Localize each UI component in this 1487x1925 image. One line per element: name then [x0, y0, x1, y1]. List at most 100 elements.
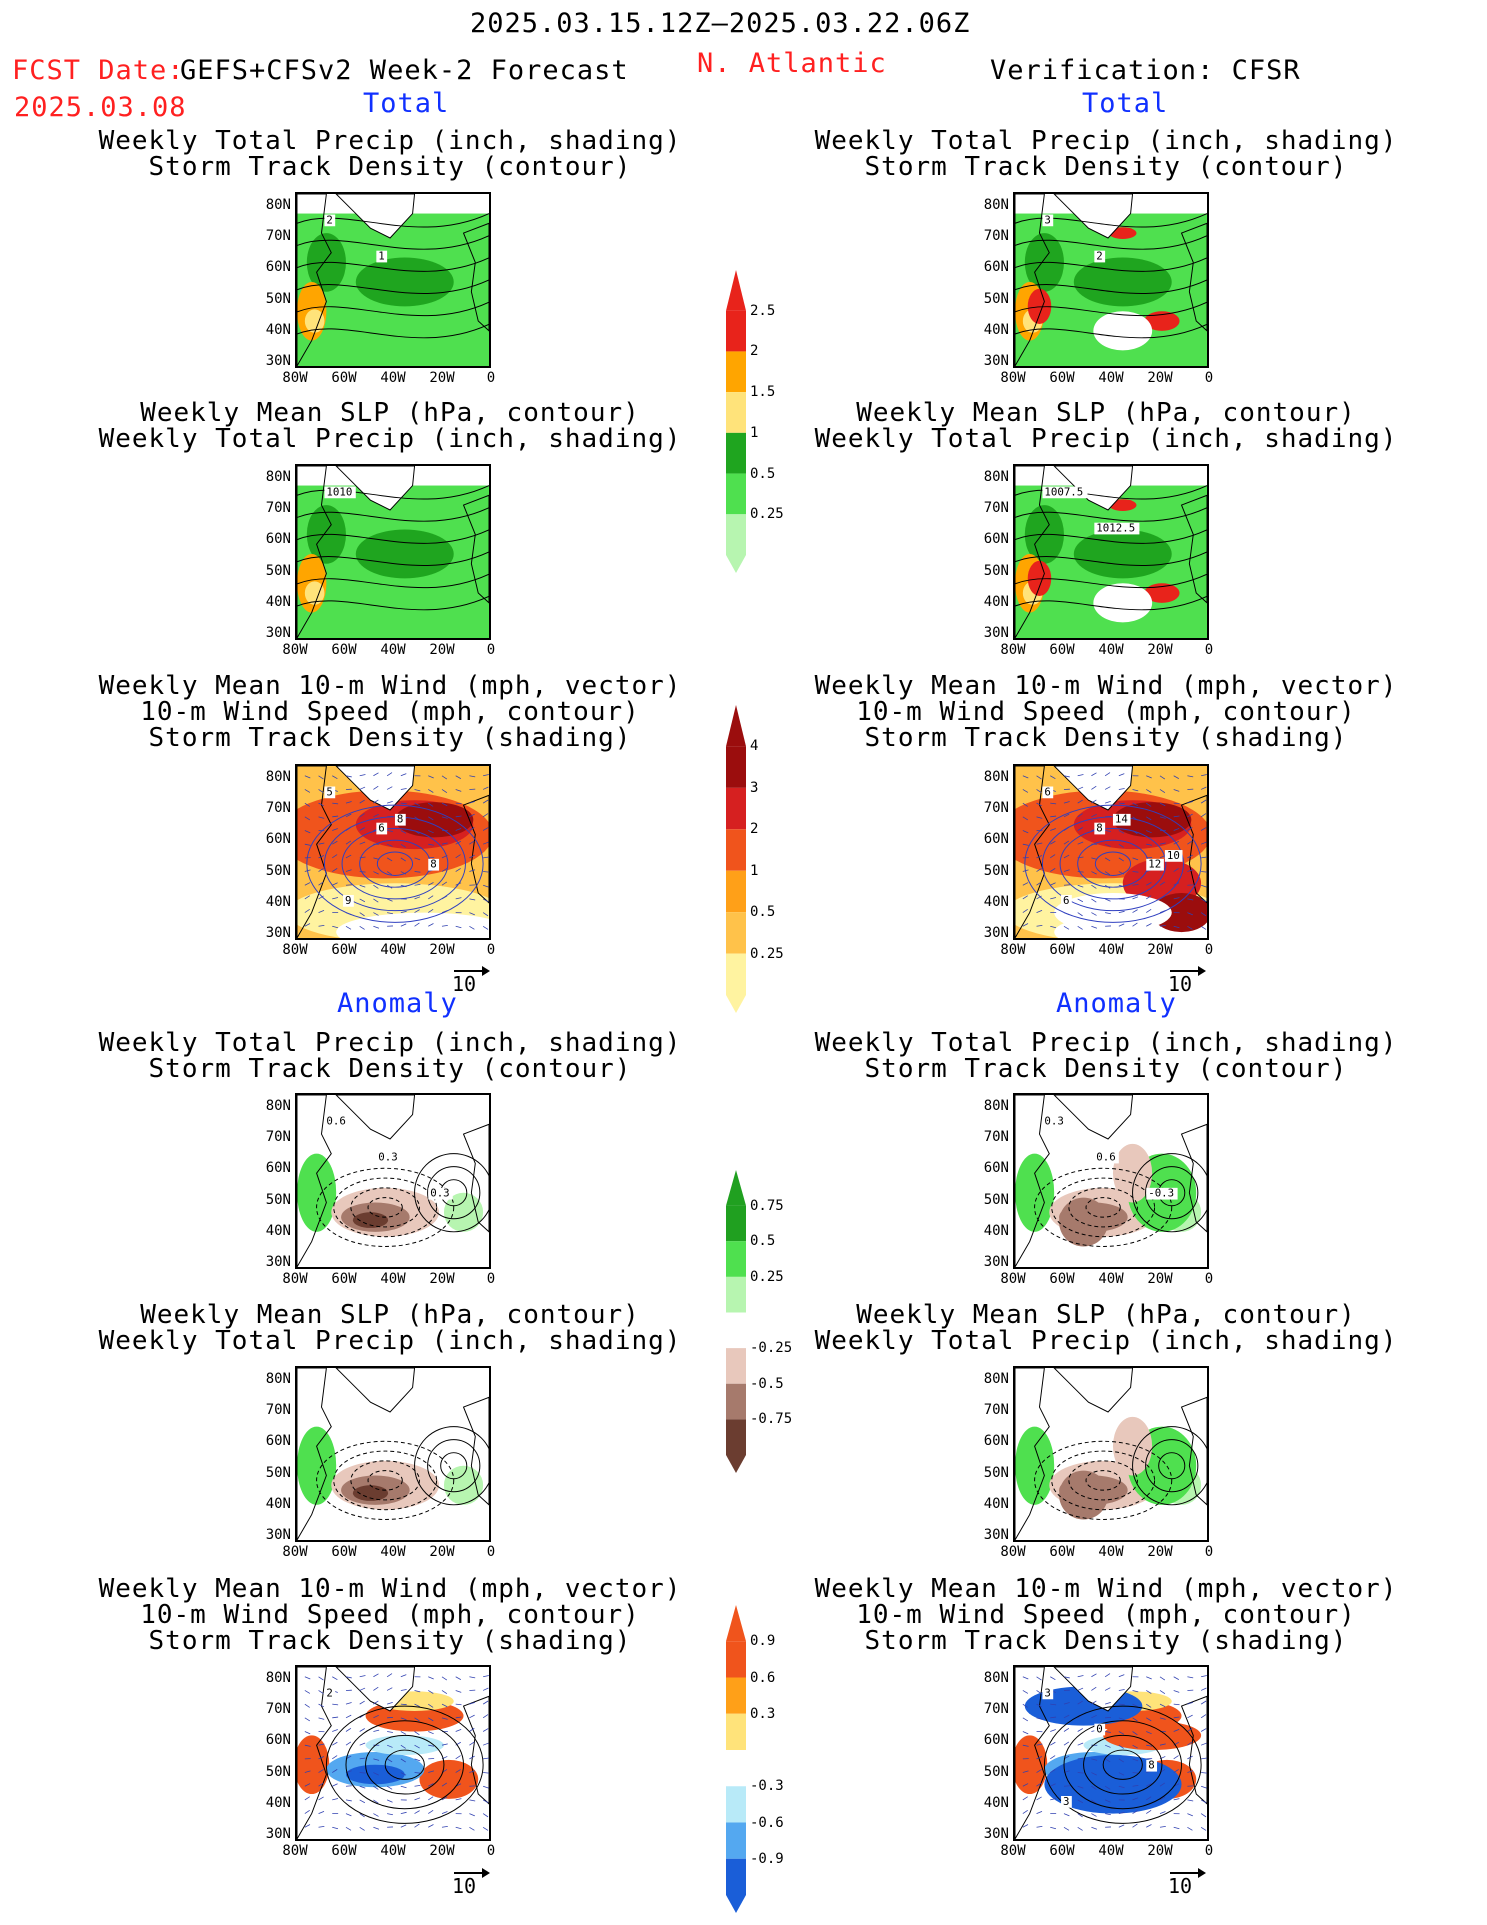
wind-vector: [414, 1758, 421, 1762]
wind-vector: [373, 912, 379, 916]
wind-vector: [414, 922, 420, 927]
wind-vector: [359, 925, 365, 930]
wind-vector: [387, 1731, 393, 1733]
wind-vector: [1187, 869, 1194, 872]
wind-vector: [1118, 1731, 1125, 1735]
shade-area: [443, 1465, 484, 1505]
wind-vector: [1159, 925, 1166, 927]
lon-tick-label: 0: [1204, 642, 1214, 658]
wind-vector: [1200, 1826, 1207, 1831]
contour-line: [1068, 1187, 1138, 1228]
contour-line: [1015, 573, 1207, 589]
wind-vector: [373, 1686, 379, 1691]
contour-label: 2: [324, 213, 336, 226]
wind-vector: [345, 1714, 352, 1719]
contour-line: [1158, 1452, 1186, 1480]
colorbar-segment: [726, 432, 746, 474]
colorbar-cap: [726, 270, 746, 311]
wind-vector: [1022, 1731, 1029, 1735]
wind-vector: [414, 1690, 421, 1693]
contour-label: 1012.5: [1094, 521, 1140, 534]
colorbar-label: 0.25: [750, 506, 784, 523]
lat-tick-label: 80N: [983, 1371, 1009, 1387]
lon-tick-label: 20W: [429, 942, 455, 958]
wind-vector: [1063, 1826, 1070, 1831]
colorbar-segment: [726, 1205, 746, 1242]
wind-vector: [1104, 871, 1111, 876]
fc-total-wind-title: Weekly Mean 10-m Wind (mph, vector) 10-m…: [90, 673, 690, 751]
wind-vector: [1063, 1702, 1070, 1705]
wind-vector: [1132, 922, 1138, 927]
contour-line: [1132, 1426, 1207, 1506]
wind-vector: [1050, 1741, 1056, 1746]
arrow-icon: [454, 1868, 490, 1878]
lat-tick-label: 70N: [983, 228, 1009, 245]
lat-tick-label: 80N: [983, 469, 1009, 485]
lat-tick-label: 60N: [983, 1433, 1009, 1450]
shade-area: [1144, 311, 1180, 331]
wind-vector: [386, 871, 393, 876]
lon-tick-label: 20W: [1147, 942, 1173, 958]
ver-anom-slp-title: Weekly Mean SLP (hPa, contour) Weekly To…: [806, 1302, 1406, 1354]
wind-vector: [469, 840, 475, 845]
shade-area: [365, 1735, 444, 1755]
shade-area: [1027, 288, 1052, 324]
ver-anom-vector-ref: 10: [1168, 1868, 1206, 1898]
title-line: 10-m Wind Speed (mph, contour): [140, 1600, 640, 1630]
contour-label: 0.6: [1094, 1150, 1119, 1163]
wind-vector: [373, 799, 379, 804]
wind-vector: [1173, 775, 1180, 779]
wind-vector: [1118, 1758, 1124, 1763]
lat-tick-label: 70N: [265, 1129, 291, 1146]
wind-vector: [1022, 895, 1028, 900]
north-america-coastline: [1015, 766, 1050, 938]
contour-label: 10: [1164, 849, 1183, 862]
contour-label: 9: [343, 894, 354, 907]
wind-vector: [1022, 1690, 1029, 1694]
wind-vector: [469, 1702, 476, 1705]
wind-vector: [1132, 1758, 1139, 1762]
fc-anom-precip-map: 0.6 0.3 0.3: [295, 1093, 491, 1269]
lat-tick-label: 30N: [983, 625, 1009, 641]
wind-vector: [441, 1796, 448, 1801]
svg-text:6: 6: [378, 821, 384, 834]
wind-vector: [304, 923, 311, 927]
wind-vector: [373, 772, 379, 777]
wind-vector: [318, 1769, 324, 1773]
wind-vector: [1050, 1798, 1057, 1801]
wind-vector: [1104, 898, 1111, 902]
wind-vector: [1118, 923, 1125, 927]
wind-vector: [455, 1729, 462, 1732]
wind-vector: [359, 871, 366, 873]
lat-tick-label: 30N: [265, 1254, 291, 1270]
lat-tick-label: 60N: [265, 531, 291, 548]
wind-vector: [304, 1824, 311, 1828]
wind-vector: [1201, 856, 1207, 859]
wind-vector: [359, 799, 365, 804]
wind-vector: [400, 843, 406, 848]
wind-vector: [469, 1799, 476, 1802]
wind-vector: [1077, 774, 1084, 777]
wind-vector: [1159, 881, 1166, 886]
lon-tick-label: 60W: [331, 1544, 357, 1560]
wind-vector: [400, 1674, 407, 1678]
contour-label: 12: [1146, 858, 1164, 871]
wind-vector: [1173, 802, 1180, 805]
wind-vector: [1091, 813, 1097, 818]
wind-vector: [1104, 843, 1111, 847]
title-line: Weekly Total Precip (inch, shading): [98, 1028, 682, 1058]
wind-vector: [1118, 1811, 1125, 1814]
wind-vector: [318, 842, 325, 845]
wind-vector: [441, 1717, 448, 1720]
lon-tick-label: 40W: [1098, 1271, 1124, 1287]
wind-vector: [1146, 1717, 1152, 1722]
wind-vector: [1077, 1772, 1084, 1774]
wind-vector: [1118, 773, 1125, 777]
lat-tick-label: 60N: [265, 1732, 291, 1749]
wind-vector: [400, 857, 406, 862]
colorbar-label: 4: [750, 738, 759, 755]
lat-tick-label: 30N: [265, 1826, 291, 1842]
wind-vector: [414, 1810, 420, 1814]
wind-vector: [1022, 1703, 1028, 1708]
